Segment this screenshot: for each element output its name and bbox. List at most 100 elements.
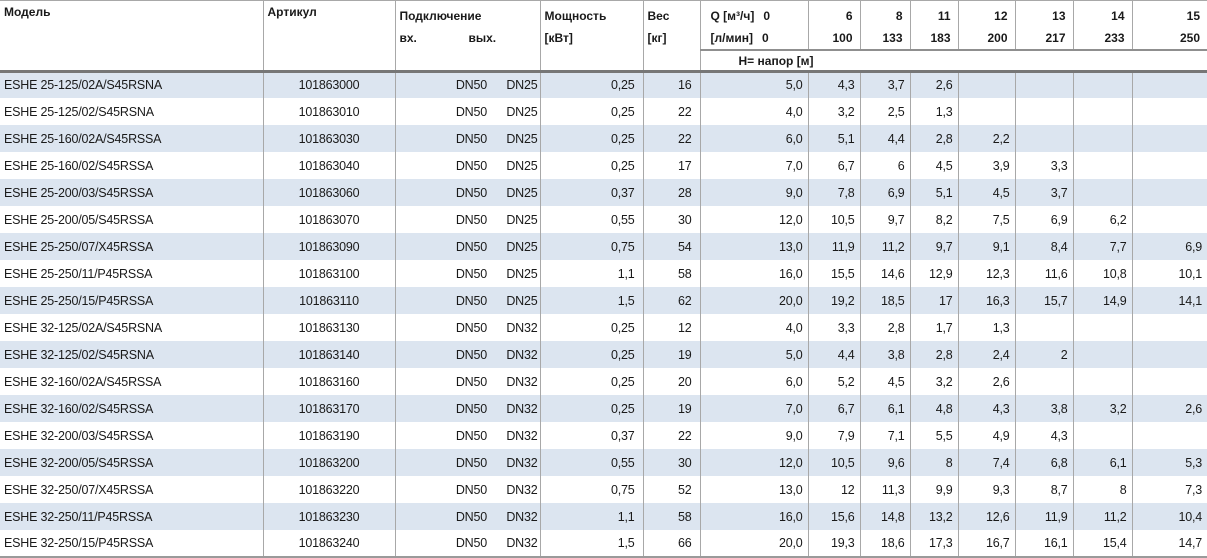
head-value-cell: 15,5: [808, 260, 861, 287]
head-value-cell: 16,1: [1015, 530, 1074, 558]
head-value-cell: [1073, 314, 1133, 341]
col-header-connection: Подключение вх. вых.: [395, 0, 541, 73]
head-value-cell: 9,7: [910, 233, 959, 260]
weight-cell: 19: [643, 395, 701, 422]
head-value-cell: 2,4: [958, 341, 1016, 368]
head-value-cell: [1073, 368, 1133, 395]
head-value-cell: 8: [910, 449, 959, 476]
head-value-cell: 10,1: [1178, 266, 1203, 281]
model-cell: ESHE 25-250/15/P45RSSA: [0, 287, 264, 314]
power-cell: 1,1: [540, 503, 644, 530]
head-value-cell: 3,8: [1015, 395, 1074, 422]
head-value-cell: 3,7: [860, 71, 911, 98]
power-cell: 0,37: [540, 422, 644, 449]
head-value-cell: 8,4: [1015, 233, 1074, 260]
weight-cell: 22: [643, 98, 701, 125]
connection-label: Подключение: [399, 9, 482, 23]
head-value-cell: 2,5: [860, 98, 911, 125]
conn-out-cell: DN25: [490, 287, 541, 314]
head-value-cell: 17,3: [910, 530, 959, 558]
head-value-cell: 12,3: [958, 260, 1016, 287]
head-value-cell: 4,4: [860, 125, 911, 152]
head-value-cell: 6,9: [860, 179, 911, 206]
model-cell: ESHE 25-160/02A/S45RSSA: [0, 125, 264, 152]
model-cell: ESHE 32-250/07/X45RSSA: [0, 476, 264, 503]
article-cell: 101863100: [263, 260, 396, 287]
head-value-cell: [1132, 314, 1207, 341]
head-value-cell: 4,9: [958, 422, 1016, 449]
col-header-q14: 14 233: [1073, 0, 1133, 51]
head-value-cell: 5,0: [700, 71, 809, 98]
article-cell: 101863140: [263, 341, 396, 368]
head-value-cell: [1132, 206, 1207, 233]
head-value-cell: 16,7: [958, 530, 1016, 558]
weight-cell: 54: [643, 233, 701, 260]
table-row: ESHE 32-250/15/P45RSSA 101863240 DN50 DN32 1…: [0, 530, 1207, 558]
head-value-cell: 5,0: [700, 341, 809, 368]
head-value-cell: [1132, 341, 1207, 368]
weight-cell: 30: [643, 449, 701, 476]
head-value-cell: 6,9: [1185, 239, 1203, 254]
head-value-cell: 3,2: [1073, 395, 1133, 422]
table-header: Модель Артикул Подключение вх. вых. Мощн…: [0, 0, 1207, 73]
head-value-cell: 18,5: [860, 287, 911, 314]
power-cell: 0,55: [540, 206, 644, 233]
head-value-cell: 10,8: [1073, 260, 1133, 287]
head-value-cell: 15,4: [1073, 530, 1133, 558]
head-value-cell: 3,9: [958, 152, 1016, 179]
head-value-cell: 4,4: [808, 341, 861, 368]
head-value-cell: 12: [808, 476, 861, 503]
article-cell: 101863190: [263, 422, 396, 449]
table-row: ESHE 25-200/03/S45RSSA 101863060 DN50 DN25 0…: [0, 179, 1207, 206]
conn-in-cell: DN50: [455, 266, 487, 281]
article-cell: 101863070: [263, 206, 396, 233]
model-cell: ESHE 25-125/02A/S45RSNA: [0, 71, 264, 98]
model-cell: ESHE 25-250/07/X45RSSA: [0, 233, 264, 260]
conn-in-cell: DN50: [455, 455, 487, 470]
article-cell: 101863040: [263, 152, 396, 179]
table-row: ESHE 25-125/02A/S45RSNA 101863000 DN50 DN25…: [0, 71, 1207, 98]
conn-in-cell: DN50: [455, 293, 487, 308]
head-value-cell: 1,3: [958, 314, 1016, 341]
model-cell: ESHE 32-200/05/S45RSSA: [0, 449, 264, 476]
conn-in-cell: DN50: [455, 158, 487, 173]
weight-cell: 30: [643, 206, 701, 233]
weight-cell: 16: [643, 71, 701, 98]
head-value-cell: 10,5: [808, 206, 861, 233]
head-value-cell: 4,0: [700, 98, 809, 125]
conn-in-label: вх.: [399, 31, 417, 45]
weight-cell: 62: [643, 287, 701, 314]
table-row: ESHE 32-200/03/S45RSSA 101863190 DN50 DN32 0…: [0, 422, 1207, 449]
head-value-cell: 3,8: [860, 341, 911, 368]
head-value-cell: 11,2: [860, 233, 911, 260]
head-value-cell: 12,0: [700, 206, 809, 233]
head-value-cell: 5,2: [808, 368, 861, 395]
conn-out-label: вых.: [468, 31, 497, 45]
conn-out-cell: DN32: [490, 530, 541, 558]
conn-in-cell: DN50: [455, 347, 487, 362]
col-header-weight: Вес [кг]: [643, 0, 701, 73]
model-cell: ESHE 25-200/05/S45RSSA: [0, 206, 264, 233]
head-value-cell: 10,4: [1178, 509, 1203, 524]
table-row: ESHE 32-250/07/X45RSSA 101863220 DN50 DN32 0…: [0, 476, 1207, 503]
head-value-cell: 11,6: [1015, 260, 1074, 287]
conn-out-cell: DN32: [490, 422, 541, 449]
head-value-cell: 4,8: [910, 395, 959, 422]
head-value-cell: [1073, 341, 1133, 368]
head-value-cell: 3,2: [808, 98, 861, 125]
head-value-cell: 13,0: [700, 233, 809, 260]
col-header-q11: 11 183: [910, 0, 959, 51]
table-row: ESHE 25-200/05/S45RSSA 101863070 DN50 DN25 0…: [0, 206, 1207, 233]
head-value-cell: 9,0: [700, 179, 809, 206]
head-value-cell: 7,5: [958, 206, 1016, 233]
model-cell: ESHE 32-125/02A/S45RSNA: [0, 314, 264, 341]
power-cell: 0,25: [540, 71, 644, 98]
head-value-cell: 9,0: [700, 422, 809, 449]
head-value-cell: 7,0: [700, 152, 809, 179]
head-value-cell: [1132, 179, 1207, 206]
head-value-cell: 7,4: [958, 449, 1016, 476]
conn-in-cell: DN50: [455, 401, 487, 416]
col-header-q-units: Q [м³/ч] 0 [л/мин] 0: [700, 0, 809, 51]
table-row: ESHE 32-125/02/S45RSNA 101863140 DN50 DN32 0…: [0, 341, 1207, 368]
table-row: ESHE 25-250/15/P45RSSA 101863110 DN50 DN25 1…: [0, 287, 1207, 314]
